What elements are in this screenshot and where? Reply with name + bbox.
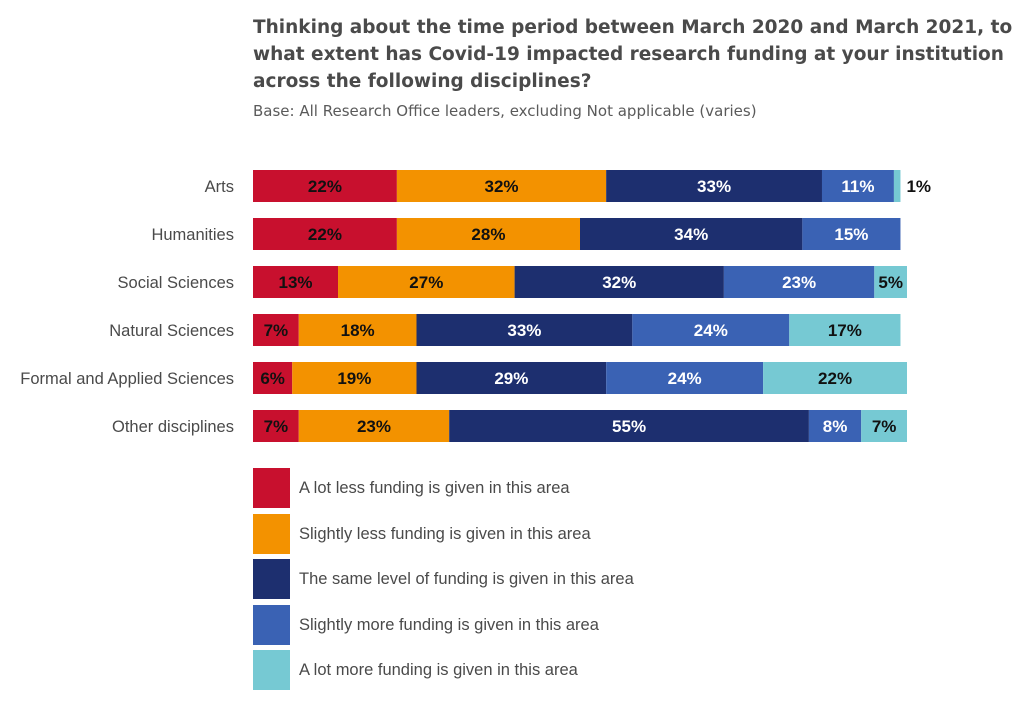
bar-segment [292, 362, 417, 394]
bar-segment [253, 266, 339, 298]
bar-segment [253, 362, 293, 394]
data-label: 23% [782, 273, 816, 292]
data-label: 22% [308, 177, 342, 196]
legend-swatch [253, 604, 290, 645]
bar-segment [396, 170, 607, 202]
data-label: 55% [612, 417, 646, 436]
bar-segment [253, 170, 397, 202]
data-label: 24% [694, 321, 728, 340]
category-label: Humanities [151, 226, 234, 244]
legend-item: The same level of funding is given in th… [253, 559, 753, 599]
data-label: 27% [409, 273, 443, 292]
legend-item: A lot more funding is given in this area [253, 650, 753, 690]
legend-label: The same level of funding is given in th… [299, 570, 634, 588]
bar-segment [416, 314, 633, 346]
bar-segment [253, 410, 299, 442]
legend-item: Slightly less funding is given in this a… [253, 513, 753, 554]
bar-segment [298, 314, 417, 346]
bar-segment [298, 410, 450, 442]
bar-segment [449, 410, 809, 442]
bar-row: Formal and Applied Sciences 6% 19% 29% 24% 22… [20, 362, 907, 394]
bar-segment [808, 410, 862, 442]
bar-segment [606, 170, 822, 202]
data-label: 22% [308, 225, 342, 244]
bar-segment [253, 314, 299, 346]
data-label: 32% [485, 177, 519, 196]
bar-segment [821, 170, 894, 202]
bar-segment [580, 218, 803, 250]
bar-segment [723, 266, 875, 298]
data-label: 32% [602, 273, 636, 292]
bar-segment [253, 218, 397, 250]
legend-swatch [253, 513, 290, 554]
data-label: 13% [278, 273, 312, 292]
bar-segment [514, 266, 724, 298]
data-label: 15% [834, 225, 868, 244]
data-label: 33% [697, 177, 731, 196]
legend-label: A lot more funding is given in this area [299, 661, 578, 679]
bar-row: Humanities 22% 28% 34% 15% [151, 218, 901, 250]
bar-segment [874, 266, 907, 298]
bar-segment [861, 410, 907, 442]
category-label: Other disciplines [112, 418, 234, 436]
data-label: 5% [878, 273, 903, 292]
chart-title: Thinking about the time period between M… [253, 17, 1013, 92]
category-label: Natural Sciences [109, 322, 234, 340]
data-label: 22% [818, 369, 852, 388]
bar-row: Arts 22% 32% 33% 11% 1% [205, 170, 931, 202]
data-label: 19% [337, 369, 371, 388]
bar-row: Other disciplines 7% 23% 55% 8% 7% [112, 410, 907, 442]
data-label: 29% [494, 369, 528, 388]
legend-item: A lot less funding is given in this area [253, 468, 753, 508]
bar-segment [763, 362, 907, 394]
category-label: Formal and Applied Sciences [20, 370, 234, 388]
legend-swatch [253, 559, 290, 599]
data-label: 17% [828, 321, 862, 340]
data-label: 23% [357, 417, 391, 436]
data-label: 34% [674, 225, 708, 244]
bar-segment [789, 314, 901, 346]
data-label: 7% [264, 321, 289, 340]
bar-row: Social Sciences 13% 27% 32% 23% 5% [118, 266, 907, 298]
bar-segment [632, 314, 790, 346]
bar-segment [396, 218, 580, 250]
data-label: 11% [841, 177, 874, 196]
data-label: 7% [264, 417, 289, 436]
legend-label: Slightly more funding is given in this a… [299, 615, 599, 634]
bar-segment [338, 266, 515, 298]
legend-item: Slightly more funding is given in this a… [253, 604, 753, 645]
data-label: 6% [260, 369, 285, 388]
category-label: Social Sciences [118, 274, 234, 292]
data-label: 24% [668, 369, 702, 388]
data-label: 33% [507, 321, 541, 340]
bar-segment [416, 362, 607, 394]
data-label: 18% [341, 321, 375, 340]
category-label: Arts [205, 178, 234, 196]
legend-swatch [253, 650, 290, 690]
legend-swatch [253, 468, 290, 508]
legend-label: A lot less funding is given in this area [299, 479, 570, 497]
data-label: 28% [471, 225, 505, 244]
bar-row: Natural Sciences 7% 18% 33% 24% 17% [109, 314, 901, 346]
legend-label: Slightly less funding is given in this a… [299, 524, 591, 543]
chart-subtitle: Base: All Research Office leaders, exclu… [253, 102, 757, 120]
data-label: 8% [823, 417, 848, 436]
data-label: 7% [872, 417, 897, 436]
data-label: 1% [906, 177, 931, 196]
bar-segment [802, 218, 901, 250]
bar-segment [606, 362, 764, 394]
bar-segment [893, 170, 901, 202]
